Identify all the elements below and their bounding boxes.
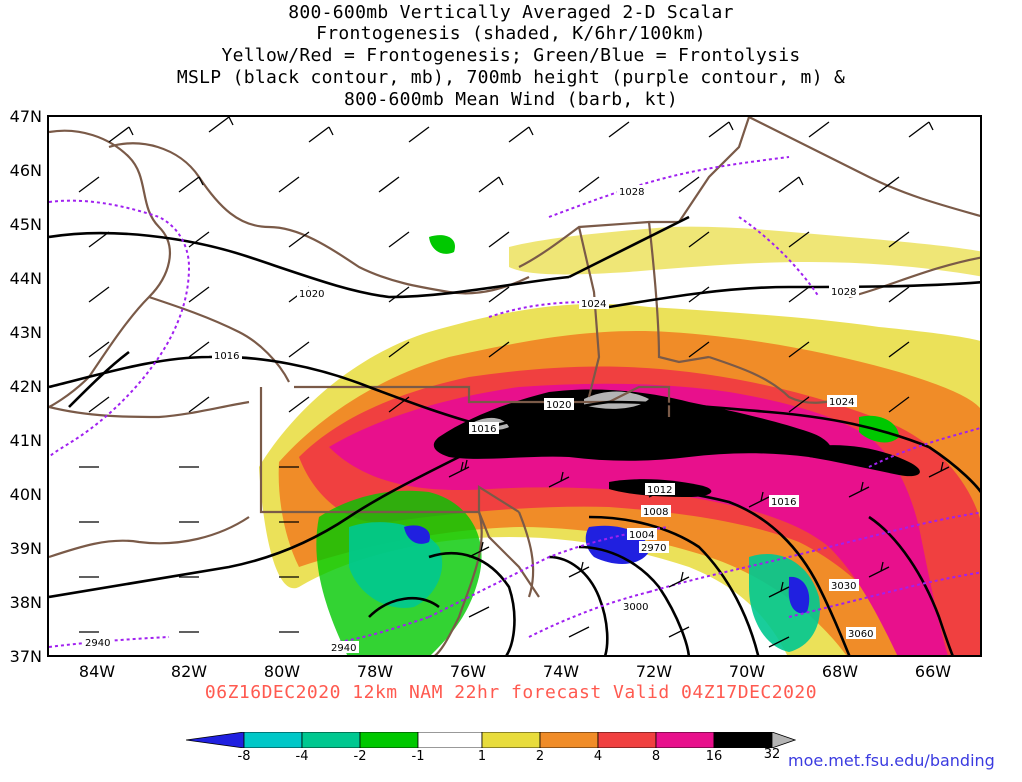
colorbar-swatch-blue bbox=[186, 732, 245, 748]
mslp-label: 1024 bbox=[581, 299, 606, 310]
mslp-label: 1008 bbox=[643, 507, 668, 518]
mslp-label: 1016 bbox=[771, 497, 796, 508]
title-line-1: 800-600mb Vertically Averaged 2-D Scalar bbox=[288, 2, 734, 23]
title-line-3: Yellow/Red = Frontogenesis; Green/Blue =… bbox=[221, 45, 801, 66]
lat-label-44n: 44N bbox=[9, 269, 42, 288]
lon-label-74w: 74W bbox=[542, 662, 580, 681]
height-label: 3060 bbox=[848, 629, 873, 640]
title-line-4: MSLP (black contour, mb), 700mb height (… bbox=[176, 67, 846, 88]
lon-label-78w: 78W bbox=[356, 662, 394, 681]
colorbar-swatch-gray bbox=[771, 732, 796, 748]
lon-label-80w: 80W bbox=[263, 662, 301, 681]
colorbar-label: -8 bbox=[237, 749, 251, 764]
mslp-label: 1020 bbox=[299, 289, 324, 300]
colorbar bbox=[186, 732, 796, 748]
mslp-label: 1012 bbox=[647, 485, 672, 496]
lon-label-66w: 66W bbox=[914, 662, 952, 681]
lon-label-72w: 72W bbox=[635, 662, 673, 681]
colorbar-label: -1 bbox=[411, 749, 425, 764]
lat-label-46n: 46N bbox=[9, 161, 42, 180]
colorbar-label: -2 bbox=[353, 749, 367, 764]
mslp-label: 1020 bbox=[546, 400, 571, 411]
source-credit: moe.met.fsu.edu/banding bbox=[788, 751, 995, 770]
lon-label-82w: 82W bbox=[170, 662, 208, 681]
map-panel: 1028 1020 1016 1024 1028 1020 1016 1024 … bbox=[47, 115, 982, 657]
colorbar-label: 32 bbox=[763, 747, 781, 762]
lat-label-47n: 47N bbox=[9, 107, 42, 126]
colorbar-label: 2 bbox=[535, 749, 545, 764]
colorbar-swatch-green bbox=[359, 732, 419, 748]
mslp-contours bbox=[49, 215, 980, 655]
height-labels: 2940 2940 2970 3000 3030 3060 bbox=[83, 541, 876, 654]
lat-label-37n: 37N bbox=[9, 647, 42, 666]
mslp-label: 1016 bbox=[214, 351, 239, 362]
lon-label-84w: 84W bbox=[78, 662, 116, 681]
forecast-valid-line: 06Z16DEC2020 12km NAM 22hr forecast Vali… bbox=[204, 682, 818, 703]
colorbar-swatch-yellow bbox=[481, 732, 541, 748]
lon-label-76w: 76W bbox=[449, 662, 487, 681]
lat-label-45n: 45N bbox=[9, 215, 42, 234]
colorbar-label: 1 bbox=[477, 749, 487, 764]
lat-label-38n: 38N bbox=[9, 593, 42, 612]
frontogenesis-shading bbox=[259, 226, 980, 655]
colorbar-swatch-black bbox=[713, 732, 773, 748]
colorbar-label: 8 bbox=[651, 749, 661, 764]
colorbar-swatch-cyan bbox=[243, 732, 303, 748]
mslp-label: 1004 bbox=[629, 530, 654, 541]
wind-barbs bbox=[78, 117, 950, 648]
height-label: 3030 bbox=[831, 581, 856, 592]
mslp-label: 1028 bbox=[619, 187, 644, 198]
colorbar-swatch-orange bbox=[539, 732, 599, 748]
lon-label-70w: 70W bbox=[728, 662, 766, 681]
map-canvas: 1028 1020 1016 1024 1028 1020 1016 1024 … bbox=[49, 117, 980, 655]
height-label: 2940 bbox=[85, 638, 110, 649]
colorbar-label: 4 bbox=[593, 749, 603, 764]
lat-label-42n: 42N bbox=[9, 377, 42, 396]
lat-label-41n: 41N bbox=[9, 431, 42, 450]
title-line-5: 800-600mb Mean Wind (barb, kt) bbox=[343, 89, 679, 110]
lon-label-68w: 68W bbox=[821, 662, 859, 681]
height-label: 2940 bbox=[331, 643, 356, 654]
colorbar-swatch-red bbox=[597, 732, 657, 748]
colorbar-swatch-white bbox=[417, 732, 483, 748]
colorbar-swatch-teal bbox=[301, 732, 361, 748]
mslp-label: 1028 bbox=[831, 287, 856, 298]
title-line-2: Frontogenesis (shaded, K/6hr/100km) bbox=[316, 23, 706, 44]
lat-label-39n: 39N bbox=[9, 539, 42, 558]
mslp-label: 1016 bbox=[471, 424, 496, 435]
height-label: 2970 bbox=[641, 543, 666, 554]
colorbar-label: 16 bbox=[705, 749, 723, 764]
colorbar-label: -4 bbox=[295, 749, 309, 764]
mslp-labels: 1028 1020 1016 1024 1028 1020 1016 1024 … bbox=[212, 185, 859, 541]
lat-label-43n: 43N bbox=[9, 323, 42, 342]
lat-label-40n: 40N bbox=[9, 485, 42, 504]
height-label: 3000 bbox=[623, 602, 648, 613]
colorbar-swatch-magenta bbox=[655, 732, 715, 748]
mslp-label: 1024 bbox=[829, 397, 854, 408]
